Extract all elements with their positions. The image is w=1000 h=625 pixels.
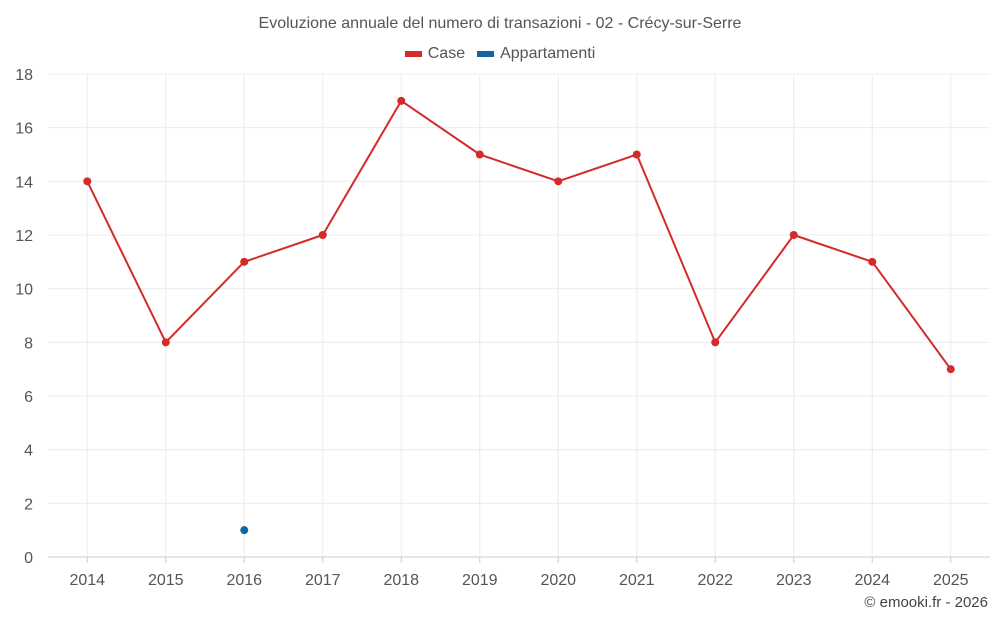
y-tick-label: 2	[24, 496, 33, 513]
legend-swatch-appartamenti	[477, 51, 495, 57]
y-tick-label: 6	[24, 389, 33, 406]
legend-label-case: Case	[427, 45, 466, 62]
y-tick-label: 0	[24, 550, 33, 567]
y-tick-label: 16	[15, 121, 33, 138]
data-point-case	[83, 177, 92, 186]
y-tick-label: 14	[15, 174, 33, 191]
x-tick-label: 2015	[148, 572, 184, 589]
series-line-case	[86, 99, 952, 370]
legend: Case Appartamenti	[0, 45, 1000, 63]
data-point-case	[711, 338, 720, 347]
x-tick-label: 2019	[462, 572, 498, 589]
y-tick-label: 18	[15, 67, 33, 84]
y-tick-label: 8	[24, 335, 33, 352]
y-tick-label: 12	[15, 228, 33, 245]
data-point-case	[554, 177, 563, 186]
data-point-case	[789, 231, 798, 239]
data-point-case	[868, 257, 877, 266]
data-point-case	[318, 231, 327, 239]
legend-item-case[interactable]: Case	[404, 45, 466, 63]
credit: © emooki.fr - 2026	[864, 594, 988, 611]
legend-swatch-case	[404, 51, 422, 57]
x-tick-label: 2021	[619, 572, 655, 589]
data-point-appartamenti	[240, 526, 249, 535]
chart-title: Evoluzione annuale del numero di transaz…	[258, 15, 742, 32]
data-point-case	[946, 365, 955, 374]
legend-item-appartamenti[interactable]: Appartamenti	[477, 45, 595, 63]
x-tick-label: 2014	[69, 572, 105, 589]
data-point-case	[475, 150, 484, 159]
data-point-case	[397, 96, 406, 105]
y-tick-label: 10	[15, 282, 33, 299]
y-tick-label: 4	[24, 443, 33, 460]
x-tick-label: 2025	[933, 572, 969, 589]
x-tick-label: 2023	[776, 572, 812, 589]
x-tick-label: 2022	[697, 572, 733, 589]
data-point-case	[632, 150, 641, 159]
x-tick-label: 2018	[383, 572, 419, 589]
data-point-case	[161, 338, 170, 347]
x-tick-label: 2020	[540, 572, 576, 589]
x-tick-label: 2024	[854, 572, 890, 589]
x-tick-label: 2017	[305, 572, 341, 589]
legend-label-appartamenti: Appartamenti	[500, 45, 596, 62]
x-tick-label: 2016	[226, 572, 262, 589]
data-point-case	[240, 257, 249, 266]
